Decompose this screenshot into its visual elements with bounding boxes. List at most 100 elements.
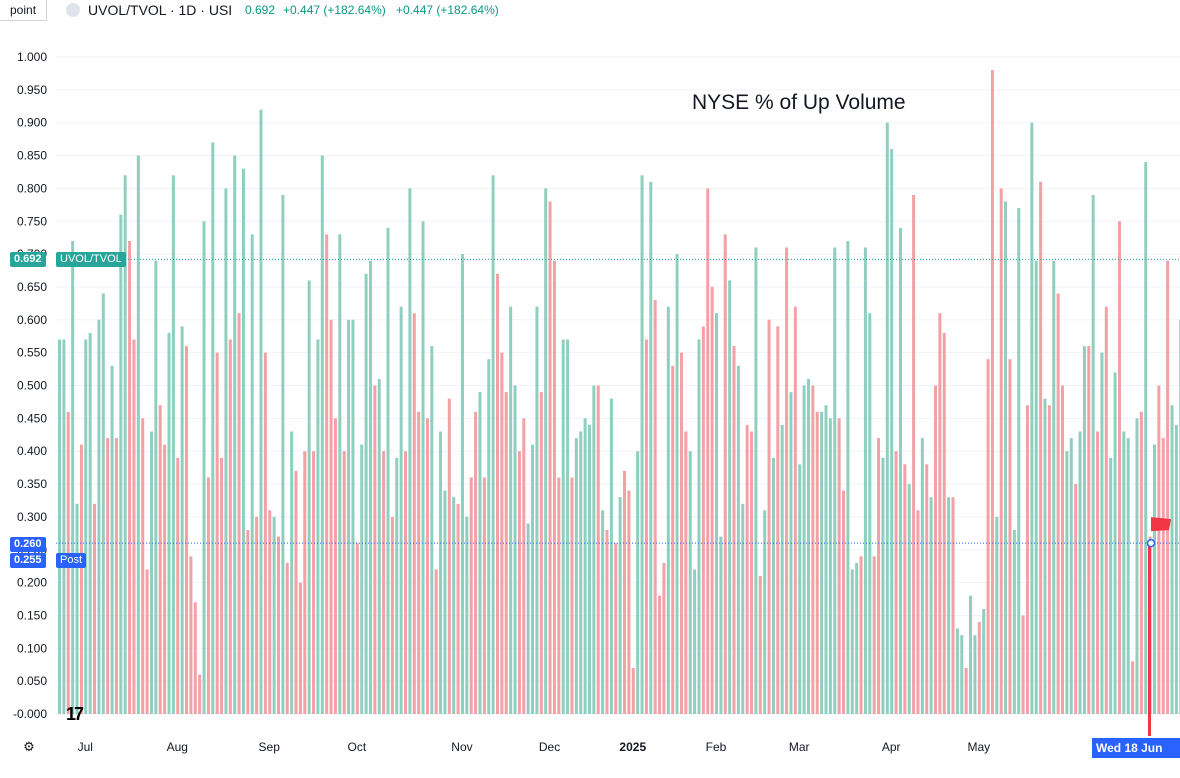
bar[interactable]: [469, 477, 473, 715]
bar[interactable]: [360, 444, 364, 715]
bar[interactable]: [342, 451, 346, 715]
bar[interactable]: [912, 195, 916, 715]
bar[interactable]: [325, 234, 329, 715]
bar[interactable]: [430, 346, 434, 715]
bar[interactable]: [531, 444, 535, 715]
bar[interactable]: [1126, 438, 1130, 715]
bar[interactable]: [1008, 359, 1012, 715]
bar[interactable]: [106, 438, 110, 715]
bar[interactable]: [1096, 431, 1100, 715]
bar[interactable]: [421, 221, 425, 715]
bar[interactable]: [1122, 431, 1126, 715]
bar[interactable]: [706, 188, 710, 715]
bar[interactable]: [601, 510, 605, 715]
bar[interactable]: [368, 260, 372, 715]
bar[interactable]: [202, 221, 206, 715]
bar[interactable]: [522, 418, 526, 715]
bar[interactable]: [1012, 530, 1016, 715]
bar[interactable]: [693, 569, 697, 715]
bar[interactable]: [789, 392, 793, 715]
bar[interactable]: [561, 339, 565, 715]
bar[interactable]: [701, 326, 705, 715]
bar[interactable]: [890, 149, 894, 715]
bar[interactable]: [1004, 201, 1008, 715]
bar[interactable]: [478, 392, 482, 715]
bar[interactable]: [570, 477, 574, 715]
bar[interactable]: [596, 385, 600, 715]
bar[interactable]: [697, 339, 701, 715]
bar[interactable]: [364, 273, 368, 715]
bar[interactable]: [587, 424, 591, 715]
bar[interactable]: [1131, 661, 1135, 715]
bar[interactable]: [990, 70, 994, 715]
bar[interactable]: [649, 181, 653, 715]
bar[interactable]: [526, 523, 530, 715]
bar[interactable]: [110, 365, 114, 715]
bar[interactable]: [806, 378, 810, 715]
bar[interactable]: [58, 339, 61, 715]
bar[interactable]: [863, 247, 867, 715]
bar[interactable]: [1153, 444, 1156, 715]
bar[interactable]: [960, 635, 964, 715]
bar[interactable]: [1139, 411, 1143, 715]
bar[interactable]: [189, 556, 193, 715]
bar[interactable]: [1170, 405, 1174, 715]
bar[interactable]: [614, 543, 618, 715]
bar[interactable]: [233, 155, 237, 715]
bar[interactable]: [1065, 451, 1069, 715]
bar[interactable]: [728, 280, 732, 715]
bar[interactable]: [114, 438, 118, 715]
bar[interactable]: [290, 431, 294, 715]
bar[interactable]: [1157, 385, 1161, 715]
bar[interactable]: [1135, 418, 1139, 715]
bar[interactable]: [688, 451, 692, 715]
bar[interactable]: [491, 175, 495, 715]
bar[interactable]: [1100, 352, 1104, 715]
symbol-title[interactable]: UVOL/TVOL · 1D · USI: [88, 2, 233, 18]
bar[interactable]: [1061, 385, 1065, 715]
bar[interactable]: [347, 319, 351, 715]
bar[interactable]: [824, 405, 828, 715]
bar[interactable]: [995, 516, 999, 715]
bar[interactable]: [942, 332, 946, 715]
bar[interactable]: [255, 516, 259, 715]
bar[interactable]: [920, 438, 924, 715]
bar[interactable]: [947, 497, 951, 715]
bar[interactable]: [583, 418, 587, 715]
bar[interactable]: [452, 497, 456, 715]
bar[interactable]: [84, 339, 88, 715]
bar[interactable]: [938, 313, 942, 715]
bar[interactable]: [671, 365, 675, 715]
bar[interactable]: [574, 438, 578, 715]
bar[interactable]: [482, 477, 486, 715]
bar[interactable]: [872, 556, 876, 715]
bar[interactable]: [268, 510, 272, 715]
bar[interactable]: [355, 543, 359, 715]
bar[interactable]: [636, 451, 640, 715]
bar[interactable]: [750, 431, 754, 715]
bar[interactable]: [552, 260, 556, 715]
bar[interactable]: [951, 497, 955, 715]
bar[interactable]: [640, 175, 644, 715]
bar[interactable]: [132, 339, 136, 715]
bar[interactable]: [802, 385, 806, 715]
bar[interactable]: [399, 306, 403, 715]
bar[interactable]: [894, 451, 898, 715]
bar[interactable]: [837, 418, 841, 715]
bar[interactable]: [382, 451, 386, 715]
bar[interactable]: [605, 530, 609, 715]
bar[interactable]: [312, 451, 316, 715]
bar[interactable]: [487, 359, 491, 715]
bar[interactable]: [969, 595, 973, 715]
bar[interactable]: [925, 464, 929, 715]
bar[interactable]: [732, 346, 736, 715]
bar[interactable]: [395, 457, 399, 715]
bar[interactable]: [544, 188, 548, 715]
bar[interactable]: [723, 234, 727, 715]
bar[interactable]: [425, 418, 429, 715]
bar-chart[interactable]: 1.0000.9500.9000.8500.8000.7500.7000.650…: [0, 0, 1180, 758]
bar[interactable]: [780, 424, 784, 715]
bar[interactable]: [443, 490, 447, 715]
bar[interactable]: [793, 306, 797, 715]
bar[interactable]: [377, 378, 381, 715]
